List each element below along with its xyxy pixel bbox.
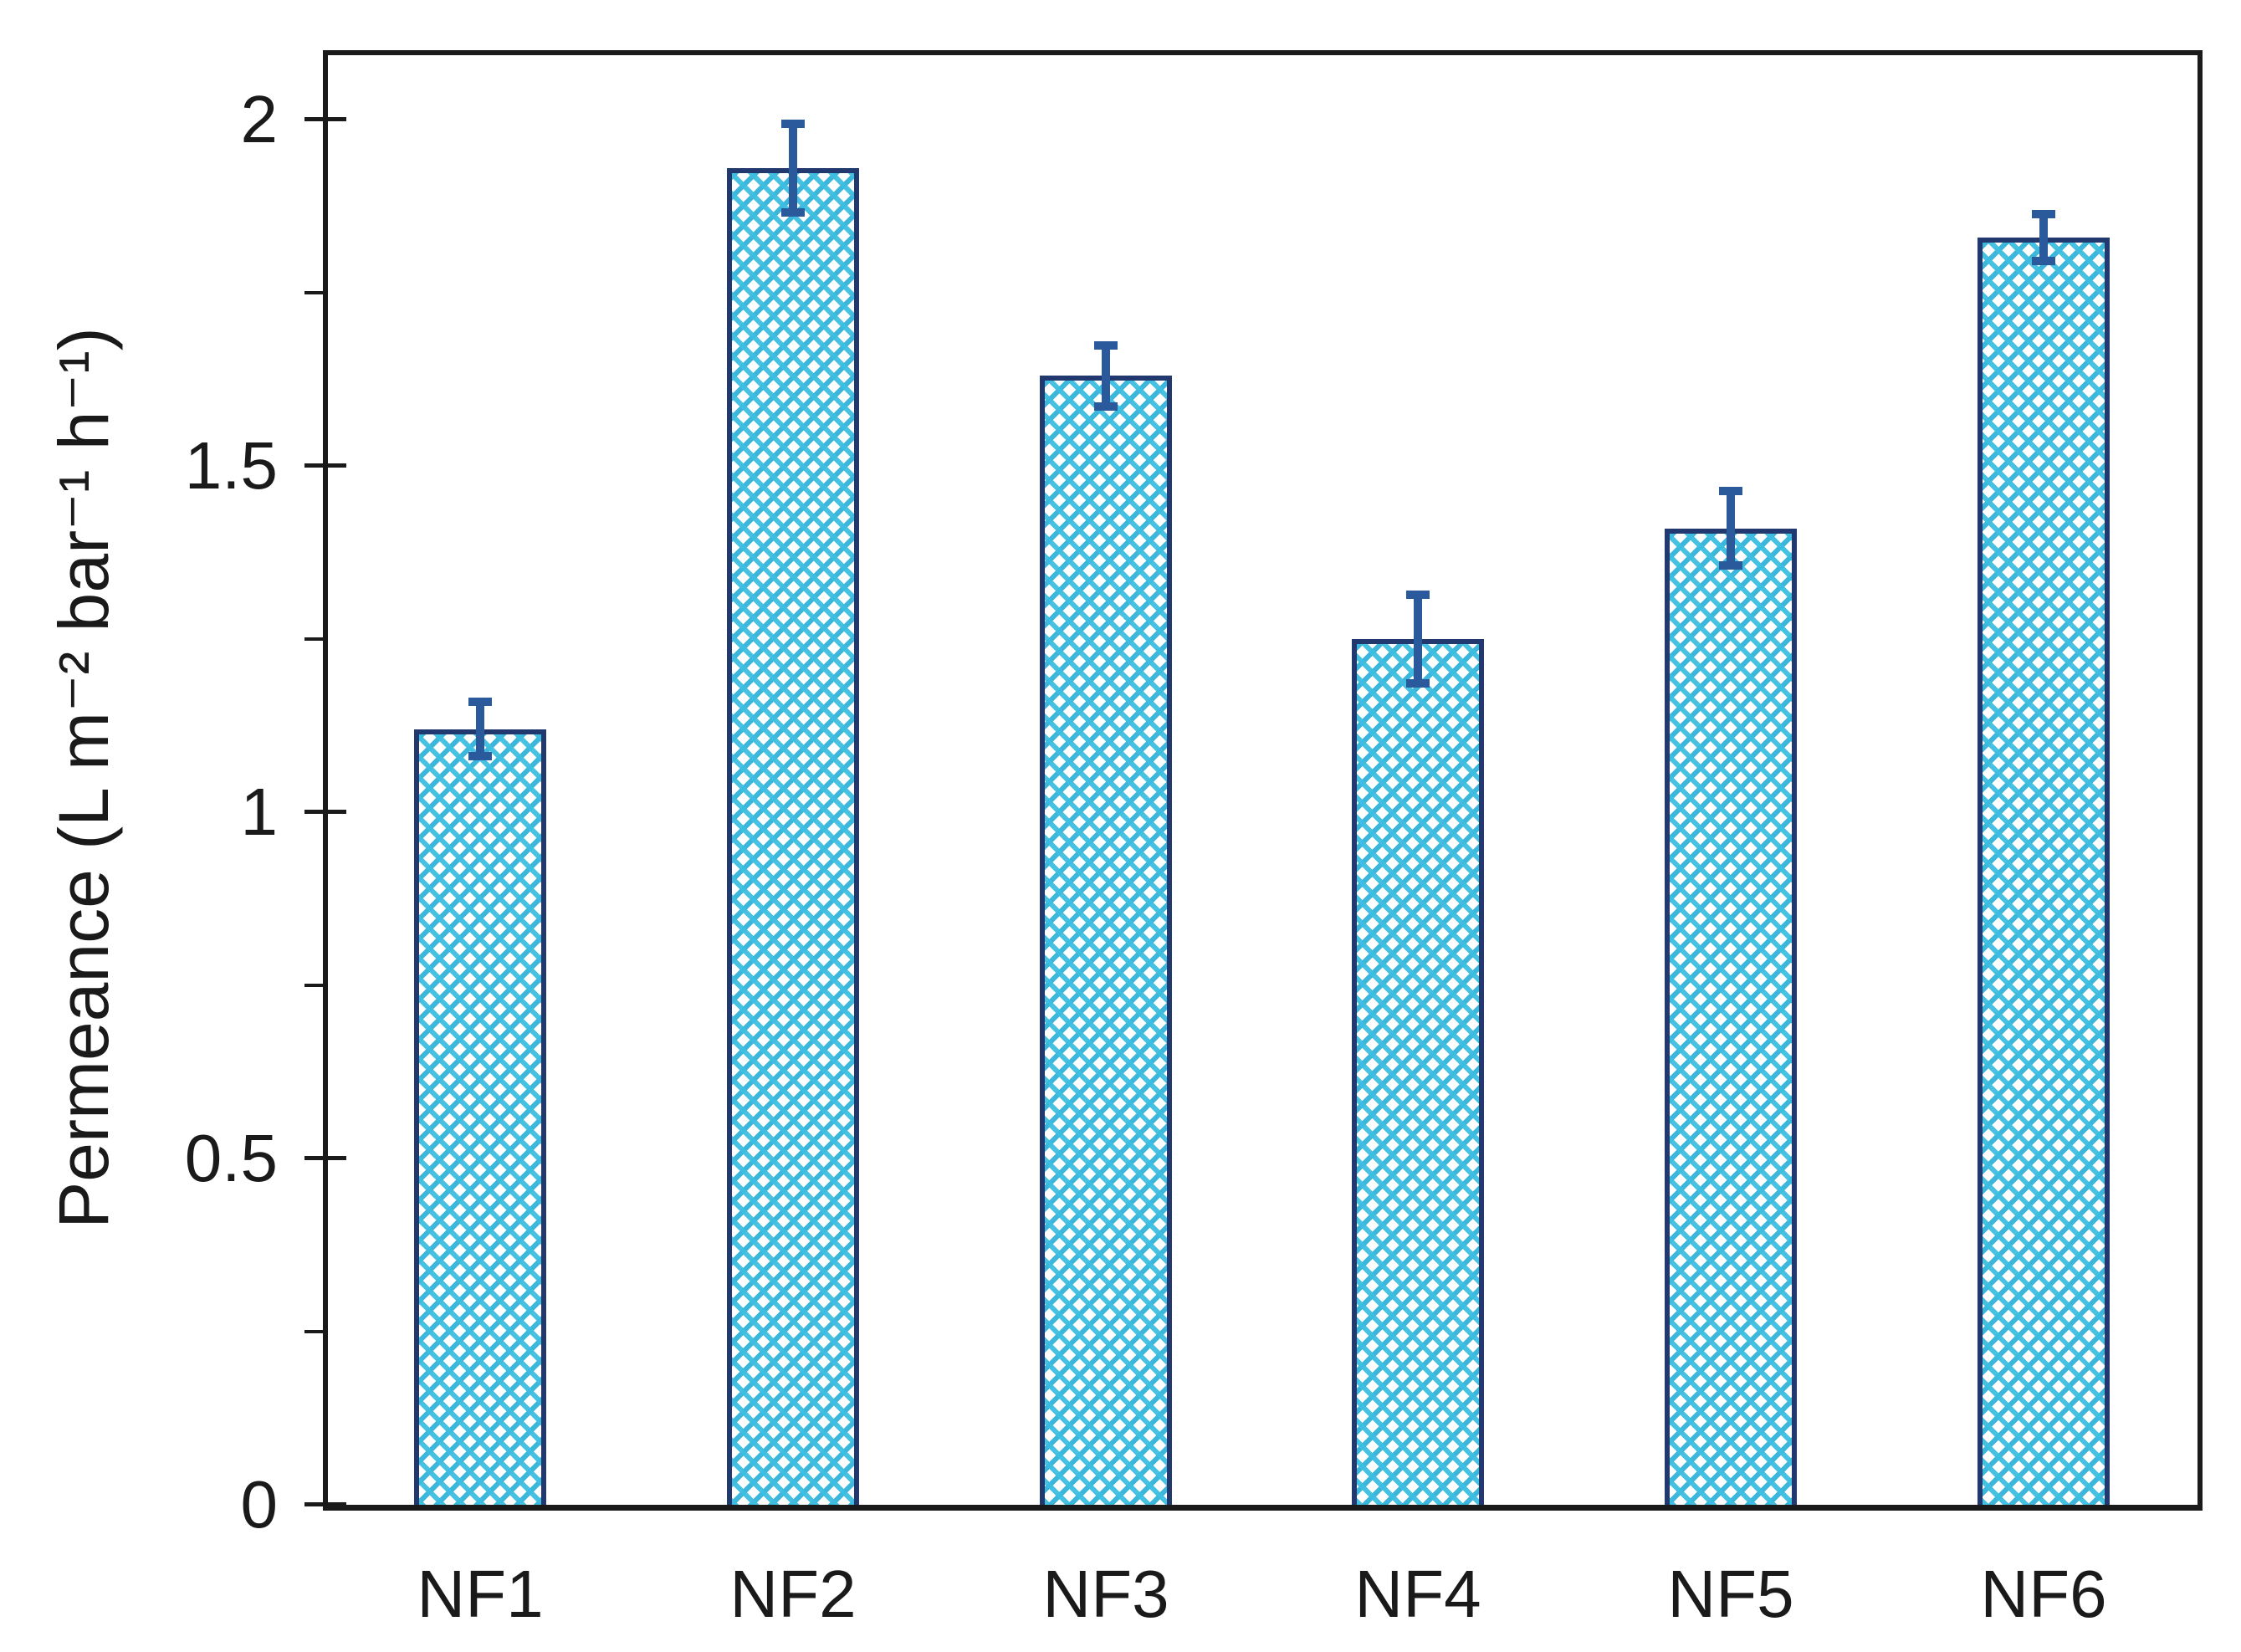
bar-NF4 — [1352, 639, 1484, 1505]
y-major-tick — [304, 463, 346, 468]
xtick-label-NF1: NF1 — [417, 1557, 544, 1631]
ytick-label-0: 0 — [240, 1467, 279, 1542]
error-bar-line — [1102, 341, 1110, 411]
error-bar-cap-top — [468, 698, 492, 706]
xtick-label-NF6: NF6 — [1980, 1557, 2107, 1631]
error-bar-NF5 — [1719, 487, 1742, 570]
y-minor-tick — [304, 637, 325, 641]
xtick-label-NF4: NF4 — [1354, 1557, 1481, 1631]
error-bar-NF6 — [2032, 210, 2055, 265]
bar-NF5 — [1665, 529, 1797, 1505]
y-major-tick — [304, 1156, 346, 1160]
error-bar-NF3 — [1094, 341, 1118, 411]
ytick-label-1: 1 — [240, 775, 279, 849]
error-bar-line — [1414, 591, 1422, 688]
error-bar-cap-bottom — [1719, 561, 1742, 570]
error-bar-cap-bottom — [1094, 402, 1118, 411]
error-bar-cap-bottom — [2032, 257, 2055, 265]
error-bar-line — [1727, 487, 1735, 570]
bar-NF6 — [1978, 238, 2110, 1505]
error-bar-cap-bottom — [781, 208, 805, 217]
ytick-label-2: 2 — [240, 82, 279, 156]
bar-NF2 — [727, 168, 859, 1505]
error-bar-cap-top — [1094, 341, 1118, 350]
error-bar-line — [2039, 210, 2048, 265]
error-bar-NF4 — [1406, 591, 1430, 688]
y-major-tick — [304, 117, 346, 121]
error-bar-line — [476, 698, 484, 760]
y-minor-tick — [304, 1330, 325, 1333]
bar-NF3 — [1040, 376, 1172, 1505]
y-minor-tick — [304, 984, 325, 987]
error-bar-line — [789, 120, 797, 217]
y-major-tick — [304, 810, 346, 814]
error-bar-cap-bottom — [1406, 679, 1430, 688]
ytick-label-0.5: 0.5 — [184, 1121, 278, 1195]
error-bar-NF1 — [468, 698, 492, 760]
ytick-label-1.5: 1.5 — [184, 428, 278, 503]
error-bar-cap-bottom — [468, 752, 492, 760]
error-bar-cap-top — [2032, 210, 2055, 218]
error-bar-cap-top — [1719, 487, 1742, 495]
plot-area — [304, 50, 2203, 1511]
error-bar-NF2 — [781, 120, 805, 217]
xtick-label-NF2: NF2 — [729, 1557, 857, 1631]
xtick-label-NF5: NF5 — [1667, 1557, 1794, 1631]
error-bar-cap-top — [1406, 591, 1430, 599]
bar-NF1 — [414, 729, 546, 1505]
y-minor-tick — [304, 291, 325, 294]
y-major-tick — [304, 1502, 346, 1506]
xtick-label-NF3: NF3 — [1042, 1557, 1169, 1631]
error-bar-cap-top — [781, 120, 805, 128]
